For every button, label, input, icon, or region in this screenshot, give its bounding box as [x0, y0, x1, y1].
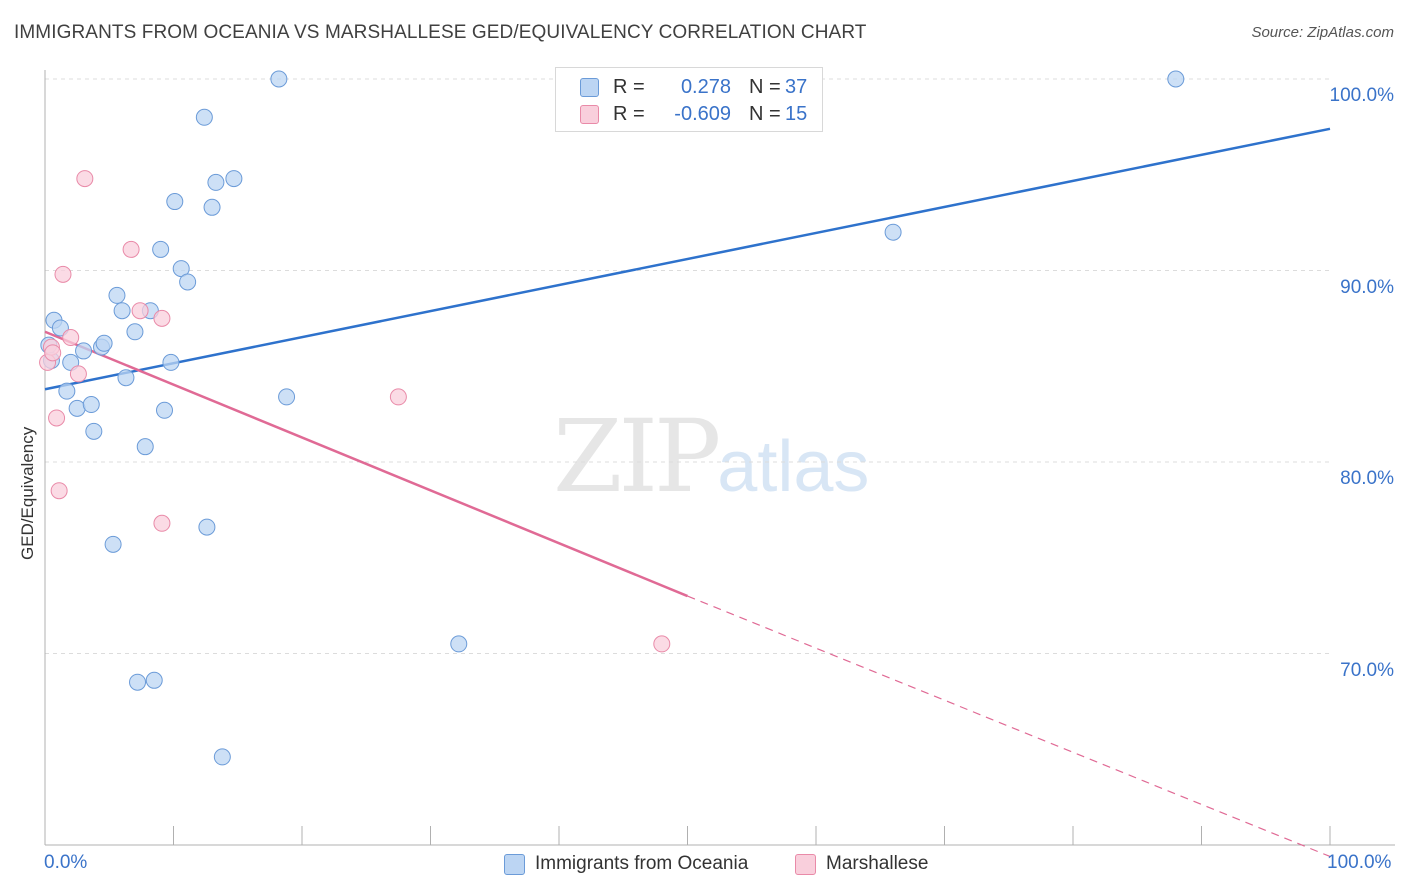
- oceania-point: [207, 173, 225, 191]
- marshallese-point: [76, 170, 94, 188]
- oceania-point: [156, 401, 174, 419]
- oceania-point: [95, 334, 113, 352]
- marshallese-point: [389, 388, 407, 406]
- y-tick-label: 80.0%: [1340, 468, 1394, 489]
- oceania-point: [58, 382, 76, 400]
- oceania-point: [195, 108, 213, 126]
- marshallese-point: [50, 482, 68, 500]
- y-tick-label: 100.0%: [1329, 85, 1394, 106]
- oceania-point: [85, 422, 103, 440]
- oceania-point: [117, 369, 135, 387]
- r-value: 0.278: [680, 75, 731, 98]
- marshallese-point: [44, 344, 62, 362]
- oceania-point: [126, 323, 144, 341]
- marshallese-point: [69, 365, 87, 383]
- gridlines: [45, 78, 1330, 654]
- marshallese-swatch: [580, 104, 599, 124]
- oceania-point: [179, 273, 197, 291]
- oceania-point: [108, 286, 126, 304]
- oceania-point: [162, 353, 180, 371]
- legend-item-oceania: Immigrants from Oceania: [504, 852, 748, 876]
- oceania-point: [145, 671, 163, 689]
- oceania-point: [213, 748, 231, 766]
- oceania-point: [129, 673, 147, 691]
- oceania-point: [884, 223, 902, 241]
- oceania-point: [166, 193, 184, 211]
- oceania-legend-swatch: [504, 853, 525, 875]
- marshallese-legend-label: Marshallese: [826, 853, 929, 874]
- marshallese-point: [62, 329, 80, 347]
- marshallese-trendline-extension: [687, 595, 1331, 858]
- oceania-point: [68, 399, 86, 417]
- marshallese-point: [122, 240, 140, 258]
- n-label: N =: [749, 75, 781, 98]
- r-value: -0.609: [674, 102, 731, 125]
- legend-item-marshallese: Marshallese: [795, 852, 928, 876]
- marshallese-point: [653, 635, 671, 653]
- oceania-point: [152, 240, 170, 258]
- oceania-point: [104, 535, 122, 553]
- oceania-point: [270, 70, 288, 88]
- oceania-point: [136, 438, 154, 456]
- source-credit: Source: ZipAtlas.com: [1251, 24, 1394, 41]
- y-axis-label: GED/Equivalency: [18, 426, 37, 560]
- marshallese-trendline: [44, 330, 688, 598]
- oceania-point: [198, 518, 216, 536]
- y-tick-label: 70.0%: [1340, 659, 1394, 681]
- y-tick-label: 90.0%: [1340, 276, 1394, 298]
- stats-legend: R = 0.278 N = 37 R = -0.609 N = 15: [555, 67, 823, 132]
- legend-row-oceania: R = 0.278 N = 37: [580, 74, 807, 100]
- r-label: R =: [613, 102, 645, 125]
- marshallese-point: [131, 302, 149, 320]
- marshallese-legend-swatch: [795, 853, 816, 875]
- oceania-point: [82, 396, 100, 414]
- n-value: 37: [785, 75, 808, 98]
- legend-row-marshallese: R = -0.609 N = 15: [580, 101, 807, 127]
- r-label: R =: [613, 75, 645, 98]
- watermark-zip: ZIP: [553, 398, 721, 515]
- oceania-point: [203, 198, 221, 216]
- oceania-point: [225, 170, 243, 188]
- axes: [44, 70, 1395, 846]
- oceania-point: [1167, 70, 1185, 88]
- marshallese-point: [54, 265, 72, 283]
- trendlines: [44, 127, 1331, 858]
- oceania-point: [75, 342, 93, 360]
- x-tick-label-min: 0.0%: [44, 852, 88, 873]
- oceania-point: [278, 388, 296, 406]
- marshallese-point: [153, 309, 171, 327]
- oceania-trendline: [44, 127, 1331, 391]
- oceania-point: [113, 302, 131, 320]
- data-points: [39, 70, 1185, 766]
- watermark-atlas: atlas: [717, 427, 870, 507]
- oceania-point: [450, 635, 468, 653]
- oceania-swatch: [580, 77, 599, 97]
- x-tick-label-max: 100.0%: [1327, 852, 1392, 873]
- watermark: ZIPatlas: [553, 398, 869, 515]
- marshallese-point: [153, 514, 171, 532]
- marshallese-point: [48, 409, 66, 427]
- n-label: N =: [749, 102, 781, 125]
- n-value: 15: [785, 102, 808, 125]
- chart-title: IMMIGRANTS FROM OCEANIA VS MARSHALLESE G…: [14, 22, 867, 43]
- oceania-legend-label: Immigrants from Oceania: [535, 853, 749, 874]
